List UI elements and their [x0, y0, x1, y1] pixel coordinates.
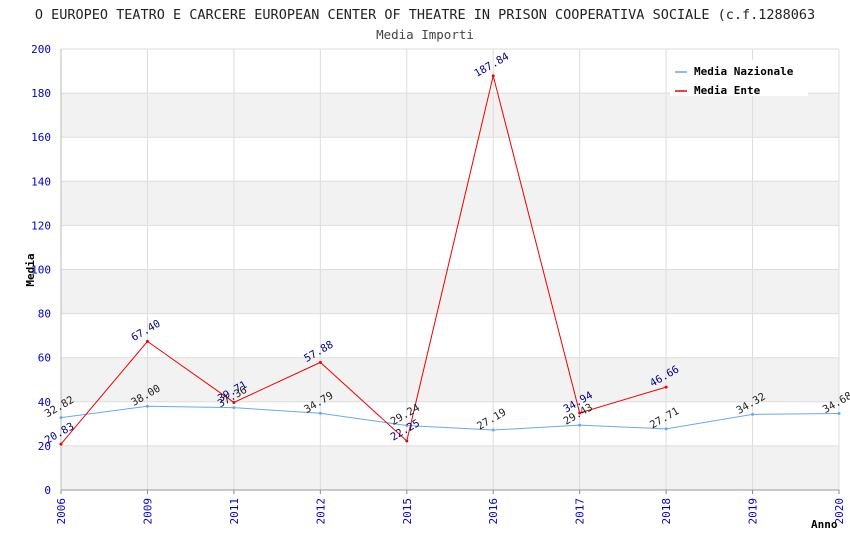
y-tick-label: 80 [38, 308, 51, 321]
x-tick-label: 2016 [487, 498, 500, 525]
data-point [491, 74, 495, 78]
plot-band [61, 401, 839, 446]
y-tick-label: 200 [31, 43, 51, 56]
x-tick-label: 2019 [747, 498, 760, 525]
data-point [578, 423, 582, 427]
y-tick-label: 100 [31, 264, 51, 277]
y-tick-label: 0 [44, 484, 51, 497]
x-tick-label: 2015 [401, 498, 414, 525]
data-point [318, 411, 322, 415]
data-point [145, 339, 149, 343]
series-line-media-ente [60, 75, 667, 445]
data-point [578, 411, 582, 415]
x-tick-label: 2018 [660, 498, 673, 525]
legend-label-media-nazionale: Media Nazionale [694, 65, 794, 78]
data-point [59, 416, 63, 420]
plot-band [61, 445, 839, 490]
x-tick-label: 2017 [574, 498, 587, 525]
y-tick-label: 160 [31, 131, 51, 144]
data-point [837, 412, 841, 416]
y-tick-label: 120 [31, 219, 51, 232]
plot-band [61, 93, 839, 138]
x-axis-ticks: 2006 2009 2011 2012 2015 2016 2017 2018 2019 2020 [55, 498, 846, 525]
legend-label-media-ente: Media Ente [694, 84, 761, 97]
plot-band [61, 137, 839, 182]
data-point [318, 360, 322, 364]
plot-band [61, 313, 839, 358]
y-tick-label: 180 [31, 87, 51, 100]
y-axis-title: Media [24, 253, 37, 286]
y-tick-label: 20 [38, 440, 51, 453]
plot-band [61, 269, 839, 314]
y-tick-label: 40 [38, 396, 51, 409]
x-tick-label: 2020 [833, 498, 846, 525]
data-point [145, 404, 149, 408]
legend: Media Nazionale Media Ente [670, 60, 808, 97]
y-tick-label: 60 [38, 352, 51, 365]
y-axis-ticks: 0 20 40 60 80 100 120 140 160 180 200 [31, 43, 51, 497]
data-point [232, 400, 236, 404]
plot-background [61, 49, 839, 490]
data-point [59, 442, 63, 446]
plot-band [61, 225, 839, 270]
data-point [405, 424, 409, 428]
data-point [232, 406, 236, 410]
data-point [405, 439, 409, 443]
x-tick-label: 2006 [55, 498, 68, 525]
legend-box [670, 60, 808, 96]
y-tick-label: 140 [31, 175, 51, 188]
plot-band [61, 357, 839, 402]
x-tick-label: 2012 [314, 498, 327, 525]
series-lines [59, 74, 841, 446]
plot-band [61, 181, 839, 226]
chart-title: O EUROPEO TEATRO E CARCERE EUROPEAN CENT… [35, 7, 815, 23]
series-line-media-nazionale [60, 405, 840, 431]
chart-subtitle: Media Importi [376, 27, 474, 42]
data-point [664, 427, 668, 431]
data-point [751, 412, 755, 416]
data-point [664, 385, 668, 389]
x-tick-label: 2009 [141, 498, 154, 525]
x-tick-label: 2011 [228, 498, 241, 525]
x-axis-title: Anno [811, 518, 838, 531]
data-point [491, 428, 495, 432]
